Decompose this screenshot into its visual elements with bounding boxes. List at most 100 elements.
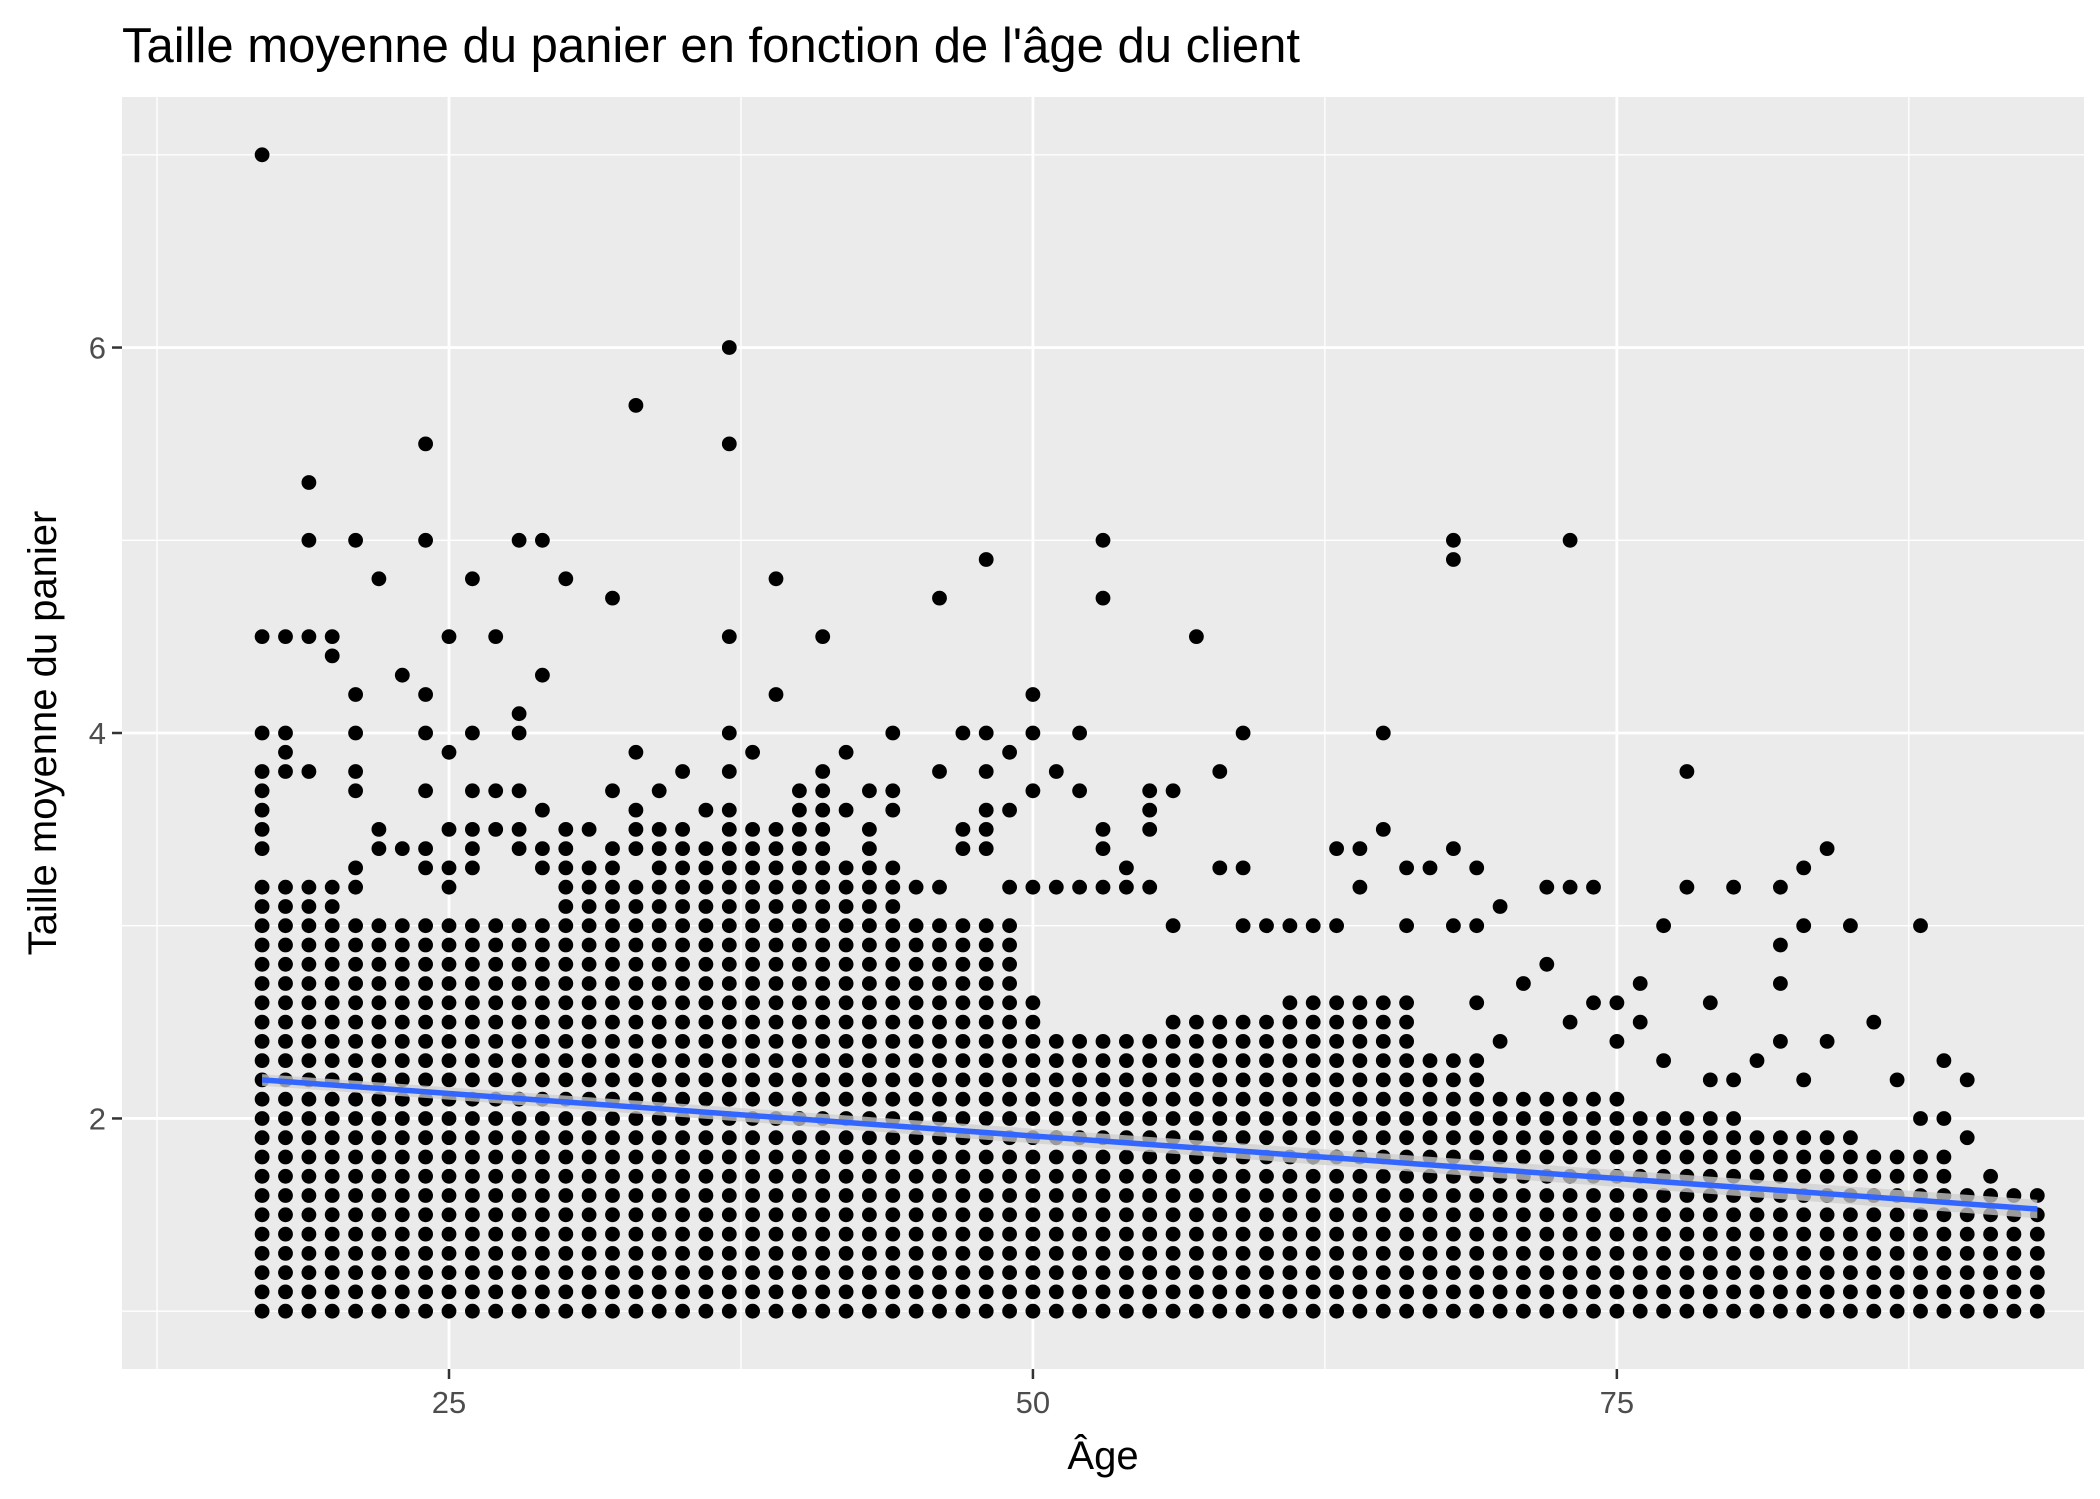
- data-point: [1235, 860, 1251, 876]
- data-point: [721, 1053, 737, 1068]
- data-point: [254, 802, 270, 818]
- data-point: [418, 1207, 433, 1223]
- data-point: [1282, 1053, 1298, 1068]
- data-point: [535, 1014, 550, 1030]
- data-point: [1446, 1265, 1461, 1280]
- data-point: [1399, 1130, 1414, 1146]
- data-point: [1189, 1303, 1204, 1319]
- data-point: [815, 995, 831, 1011]
- data-point: [1749, 1226, 1765, 1242]
- data-point: [511, 1111, 527, 1126]
- data-point: [1048, 879, 1064, 895]
- data-point: [605, 1188, 620, 1203]
- data-point: [1142, 1072, 1158, 1088]
- data-point: [721, 1130, 737, 1146]
- data-point: [932, 1284, 947, 1300]
- data-point: [768, 841, 784, 856]
- data-point: [745, 879, 760, 895]
- data-point: [1002, 1226, 1017, 1242]
- data-point: [324, 1188, 340, 1203]
- data-point: [465, 1034, 480, 1049]
- data-point: [1516, 1303, 1531, 1319]
- data-point: [815, 918, 831, 934]
- data-point: [348, 1091, 363, 1107]
- data-point: [418, 995, 433, 1011]
- data-point: [558, 1014, 574, 1030]
- data-point: [1282, 1130, 1298, 1146]
- data-point: [815, 1034, 831, 1049]
- data-point: [651, 1226, 667, 1242]
- data-point: [1492, 1226, 1508, 1242]
- data-point: [581, 995, 597, 1011]
- data-point: [1796, 1226, 1812, 1242]
- data-point: [628, 1188, 644, 1203]
- data-point: [1165, 1034, 1181, 1049]
- data-point: [1142, 1111, 1158, 1126]
- data-point: [441, 1246, 457, 1261]
- data-point: [1446, 841, 1461, 856]
- data-point: [511, 1207, 527, 1223]
- data-point: [675, 937, 690, 953]
- data-point: [1399, 1246, 1414, 1261]
- data-point: [511, 1246, 527, 1261]
- data-point: [1609, 1188, 1625, 1203]
- data-point: [394, 1265, 410, 1280]
- data-point: [815, 629, 831, 644]
- data-point: [1352, 841, 1368, 856]
- data-point: [792, 976, 807, 991]
- data-point: [348, 1284, 363, 1300]
- data-point: [698, 1303, 714, 1319]
- data-point: [1282, 1284, 1298, 1300]
- data-point: [815, 783, 831, 799]
- data-point: [1866, 1014, 1882, 1030]
- data-point: [1796, 1149, 1812, 1165]
- data-point: [535, 667, 550, 683]
- data-point: [1282, 1303, 1298, 1319]
- data-point: [955, 1149, 971, 1165]
- y-tick-label: 2: [89, 1101, 106, 1136]
- data-point: [862, 879, 877, 895]
- data-point: [698, 1130, 714, 1146]
- data-point: [394, 1207, 410, 1223]
- data-point: [1259, 1111, 1274, 1126]
- data-point: [1002, 802, 1017, 818]
- data-point: [511, 1188, 527, 1203]
- data-point: [465, 956, 480, 972]
- data-point: [1586, 1226, 1601, 1242]
- data-point: [908, 1284, 924, 1300]
- data-point: [1773, 1168, 1788, 1184]
- data-point: [1119, 1091, 1134, 1107]
- data-point: [955, 822, 971, 837]
- data-point: [535, 860, 550, 876]
- data-point: [1609, 1207, 1625, 1223]
- data-point: [1352, 1072, 1368, 1088]
- data-point: [932, 1226, 947, 1242]
- data-point: [394, 976, 410, 991]
- data-point: [978, 552, 994, 567]
- data-point: [745, 1091, 760, 1107]
- data-point: [348, 1149, 363, 1165]
- data-point: [488, 822, 504, 837]
- data-point: [745, 1072, 760, 1088]
- data-point: [1609, 1111, 1625, 1126]
- data-point: [1866, 1303, 1882, 1319]
- data-point: [815, 841, 831, 856]
- data-point: [371, 1284, 387, 1300]
- data-point: [1352, 995, 1368, 1011]
- data-point: [1095, 1284, 1111, 1300]
- data-point: [324, 899, 340, 914]
- data-point: [324, 1168, 340, 1184]
- data-point: [535, 1168, 550, 1184]
- data-point: [862, 1207, 877, 1223]
- data-point: [862, 1303, 877, 1319]
- data-point: [1539, 1111, 1555, 1126]
- data-point: [815, 1265, 831, 1280]
- data-point: [465, 1014, 480, 1030]
- data-point: [581, 1149, 597, 1165]
- data-point: [1072, 1111, 1087, 1126]
- data-point: [698, 1014, 714, 1030]
- data-point: [348, 783, 363, 799]
- data-point: [1282, 1091, 1298, 1107]
- data-point: [441, 1130, 457, 1146]
- data-point: [1352, 1091, 1368, 1107]
